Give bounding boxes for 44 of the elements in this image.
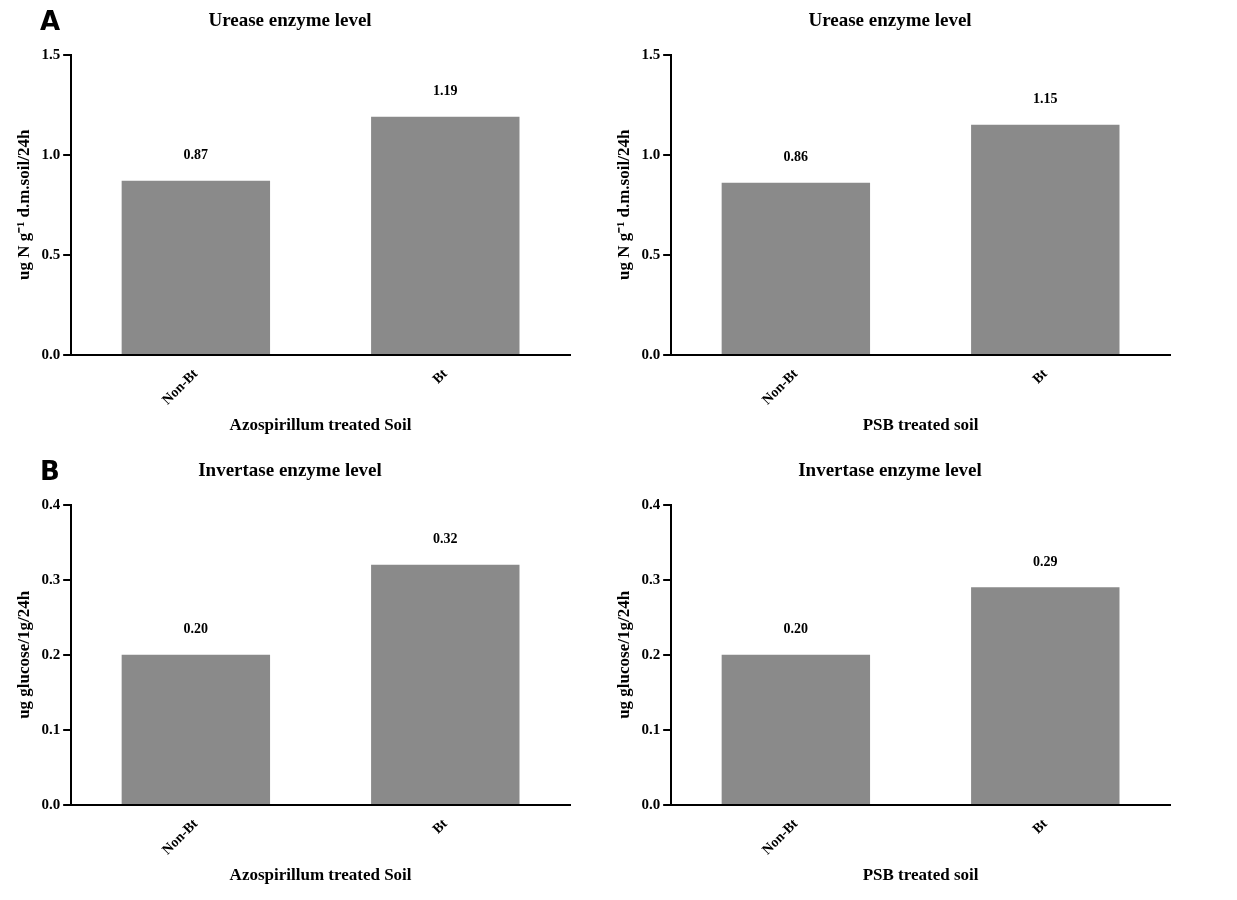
x-axis-title: Azospirillum treated Soil	[229, 415, 412, 435]
data-label: 0.20	[183, 621, 209, 637]
data-label: 1.15	[1033, 91, 1058, 107]
y-axis-title: ug N g⁻¹ d.m.soil/24h	[13, 129, 33, 281]
y-tick-label: 0.4	[41, 495, 61, 512]
y-tick-label: 0.1	[641, 720, 661, 737]
chart-title: Invertase enzyme level	[798, 459, 982, 481]
y-tick-label: 0.0	[41, 345, 61, 362]
chart-title: Urease enzyme level	[208, 9, 372, 31]
y-tick-label: 0.0	[641, 795, 661, 812]
y-axis-title: ug glucose/1g/24h	[13, 590, 33, 719]
y-tick-label: 0.2	[641, 645, 661, 662]
data-label: 0.20	[783, 621, 809, 637]
x-tick-label: Bt	[1029, 815, 1051, 837]
data-label: 0.29	[1033, 553, 1058, 569]
y-tick-label: 0.0	[641, 345, 661, 362]
text: B	[40, 456, 60, 486]
y-axis-title: ug N g⁻¹ d.m.soil/24h	[613, 129, 633, 281]
x-axis-title: PSB treated soil	[862, 415, 979, 435]
y-tick-label: 0.0	[41, 795, 61, 812]
x-tick-label: Bt	[429, 365, 451, 387]
x-tick-label: Bt	[1029, 365, 1051, 387]
y-tick-label: 0.5	[641, 245, 661, 262]
y-tick-label: 0.5	[41, 245, 61, 262]
y-tick-label: 0.4	[641, 495, 661, 512]
y-tick-label: 0.3	[41, 570, 61, 587]
y-tick-label: 0.2	[41, 645, 61, 662]
x-tick-label: Bt	[429, 815, 451, 837]
x-axis-title: PSB treated soil	[862, 865, 979, 885]
x-axis-title: Azospirillum treated Soil	[229, 865, 412, 885]
y-tick-label: 1.0	[41, 145, 61, 162]
data-label: 1.19	[433, 83, 458, 99]
y-tick-label: 1.5	[641, 45, 661, 62]
text: A	[40, 6, 61, 36]
y-tick-label: 1.5	[41, 45, 61, 62]
data-label: 0.87	[183, 147, 209, 163]
data-label: 0.86	[783, 149, 809, 165]
chart-title: Urease enzyme level	[808, 9, 972, 31]
y-tick-label: 0.1	[41, 720, 61, 737]
y-axis-title: ug glucose/1g/24h	[613, 590, 633, 719]
y-tick-label: 1.0	[641, 145, 661, 162]
y-tick-label: 0.3	[641, 570, 661, 587]
chart-title: Invertase enzyme level	[198, 459, 382, 481]
data-label: 0.32	[433, 531, 458, 547]
